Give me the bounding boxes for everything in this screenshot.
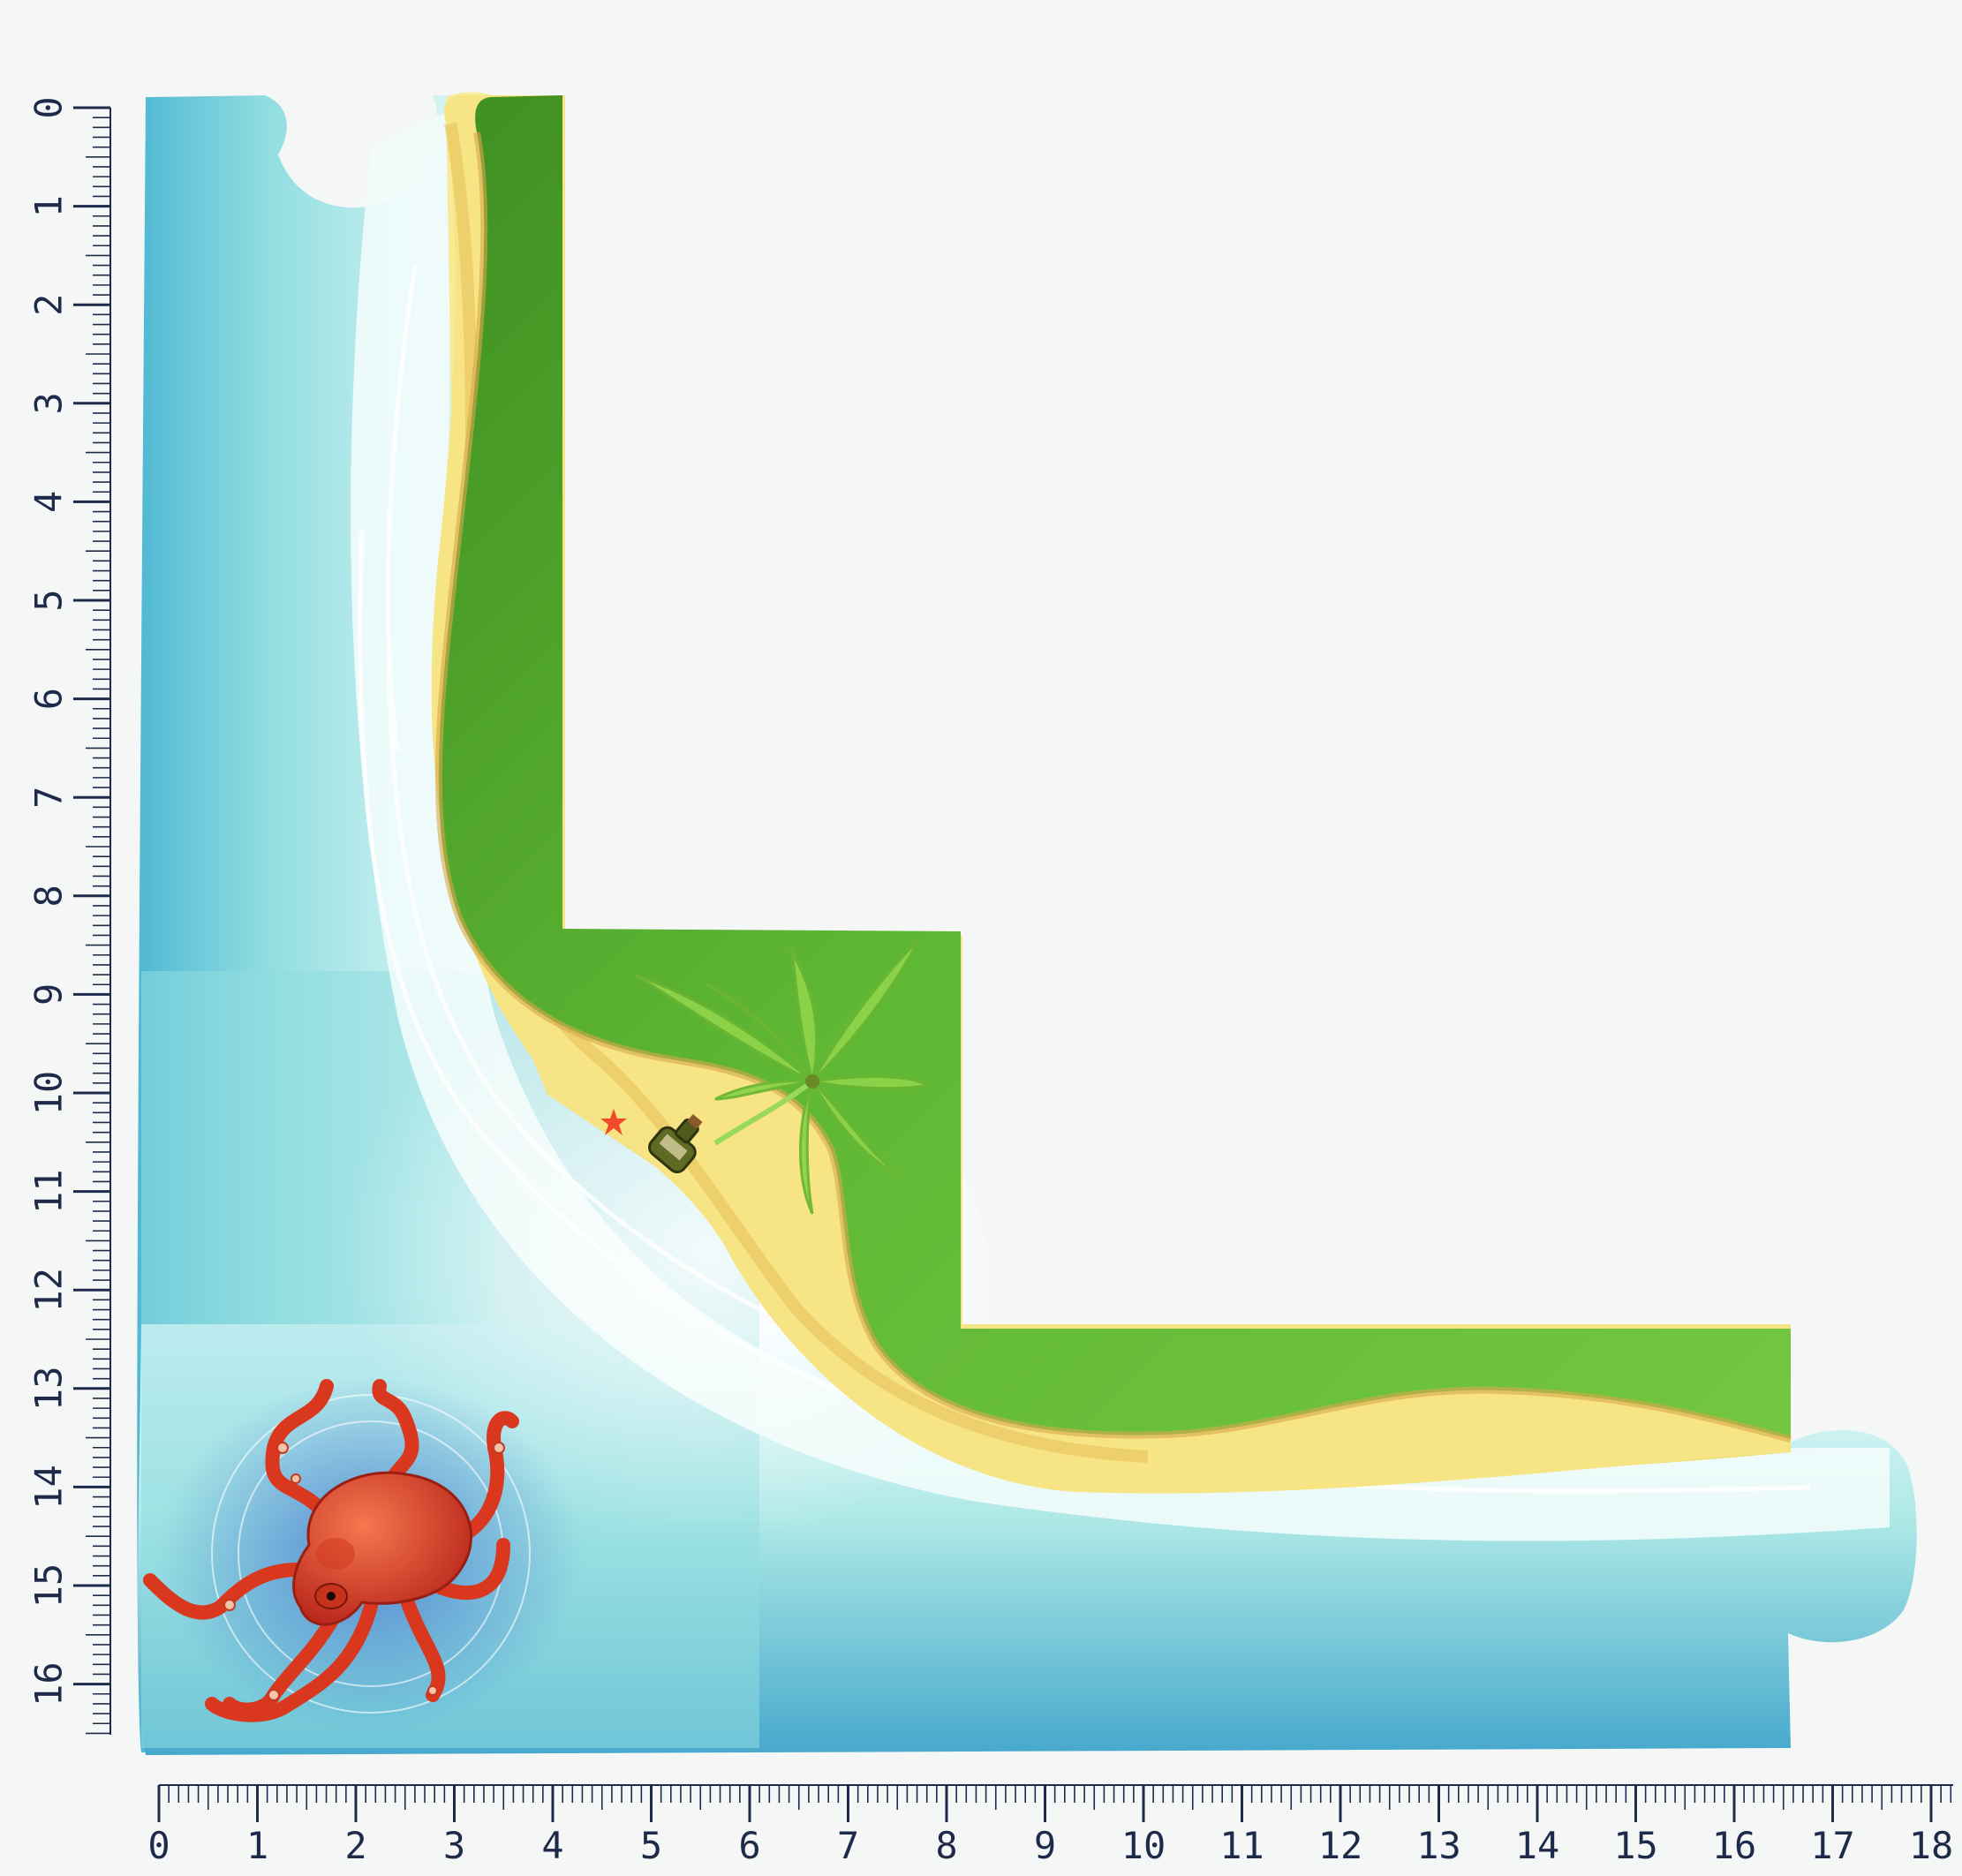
horizontal-ruler-label: 14 — [1515, 1824, 1560, 1867]
vertical-ruler-label: 10 — [27, 1071, 71, 1116]
horizontal-ruler-label: 4 — [541, 1824, 563, 1867]
vertical-ruler-label: 12 — [27, 1268, 71, 1313]
vertical-ruler-label: 7 — [27, 787, 71, 809]
horizontal-ruler: 0 1 2 3 4 5 6 7 8 9 10 11 12 13 14 15 16 17 18 — [147, 1784, 1954, 1867]
horizontal-ruler-label: 17 — [1810, 1824, 1855, 1867]
vertical-ruler-label: 13 — [27, 1367, 71, 1412]
message-bottle-icon — [648, 1114, 703, 1174]
horizontal-ruler-label: 18 — [1909, 1824, 1954, 1867]
horizontal-ruler-label: 9 — [1034, 1824, 1056, 1867]
vertical-ruler-label: 8 — [27, 885, 71, 907]
horizontal-ruler-label: 16 — [1712, 1824, 1757, 1867]
octopus-icon — [143, 1377, 583, 1730]
vertical-ruler-label: 4 — [27, 491, 71, 513]
vertical-ruler-label: 6 — [27, 688, 71, 710]
vertical-ruler-label: 1 — [27, 195, 71, 217]
horizontal-ruler-label: 11 — [1219, 1824, 1264, 1867]
horizontal-ruler-label: 3 — [443, 1824, 465, 1867]
vertical-ruler-label: 15 — [27, 1563, 71, 1609]
horizontal-ruler-label: 1 — [246, 1824, 268, 1867]
vertical-ruler-label: 2 — [27, 294, 71, 316]
horizontal-ruler-label: 13 — [1416, 1824, 1461, 1867]
sand-beach-fill — [431, 95, 1791, 1494]
vertical-ruler-label: 5 — [27, 589, 71, 611]
horizontal-ruler-label: 6 — [738, 1824, 760, 1867]
horizontal-ruler-label: 8 — [935, 1824, 957, 1867]
horizontal-ruler-label: 12 — [1318, 1824, 1363, 1867]
horizontal-ruler-label: 10 — [1121, 1824, 1166, 1867]
vertical-ruler-label: 0 — [27, 96, 71, 118]
horizontal-ruler-label: 15 — [1613, 1824, 1658, 1867]
grass-edge — [434, 132, 1792, 1443]
vertical-ruler-label: 14 — [27, 1465, 71, 1510]
vertical-ruler-label: 16 — [27, 1661, 71, 1706]
horizontal-ruler-label: 0 — [147, 1824, 170, 1867]
horizontal-ruler-label: 2 — [344, 1824, 366, 1867]
horizontal-ruler-label: 7 — [837, 1824, 859, 1867]
vertical-ruler-label: 9 — [27, 983, 71, 1006]
starfish-icon — [600, 1109, 627, 1135]
horizontal-ruler-label: 5 — [640, 1824, 662, 1867]
vertical-ruler-label: 11 — [27, 1169, 71, 1214]
vertical-ruler-label: 3 — [27, 392, 71, 414]
palm-tree-icon — [635, 938, 931, 1215]
